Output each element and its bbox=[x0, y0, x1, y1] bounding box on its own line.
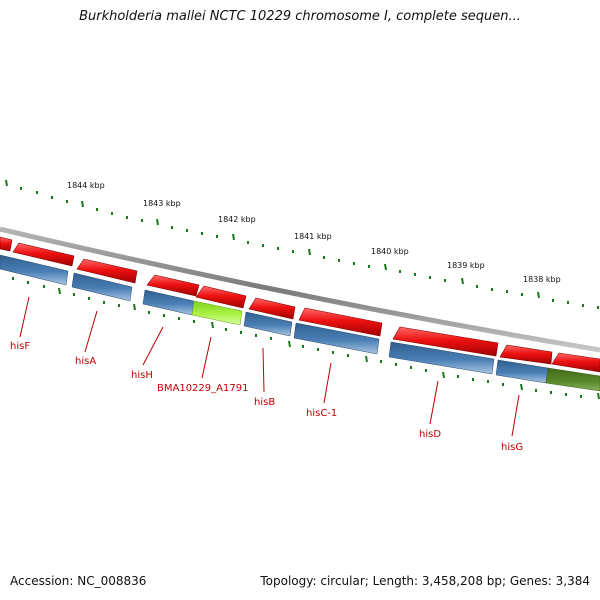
forward-gene-arrow[interactable] bbox=[195, 285, 247, 309]
gene-label-hisH[interactable]: hisH bbox=[131, 370, 153, 381]
forward-gene-arrow[interactable] bbox=[551, 352, 600, 373]
forward-gene-arrow[interactable] bbox=[76, 258, 138, 284]
cds-bar[interactable] bbox=[243, 311, 293, 337]
cds-bar-dark[interactable] bbox=[545, 367, 600, 392]
major-tick bbox=[288, 340, 291, 348]
major-tick bbox=[211, 321, 214, 329]
gene-label-hisD[interactable]: hisD bbox=[419, 429, 441, 440]
scale-label: 1840 kbp bbox=[371, 247, 409, 256]
gene-label-BMA10229-A1791[interactable]: BMA10229_A1791 bbox=[157, 383, 248, 394]
inner-ticks bbox=[12, 277, 600, 400]
gene-label-hisB[interactable]: hisB bbox=[254, 397, 275, 408]
forward-gene-arrow[interactable] bbox=[12, 242, 75, 267]
scale-label: 1842 kbp bbox=[218, 215, 256, 224]
cds-bar[interactable] bbox=[71, 272, 133, 302]
major-tick bbox=[133, 303, 136, 311]
gene-label-hisG[interactable]: hisG bbox=[501, 442, 523, 453]
accession-label: Accession: NC_008836 bbox=[10, 574, 147, 588]
topology-summary: Topology: circular; Length: 3,458,208 bp… bbox=[260, 574, 590, 588]
gene-label-hisA[interactable]: hisA bbox=[75, 356, 96, 367]
major-tick bbox=[81, 200, 84, 208]
forward-gene-track bbox=[0, 236, 600, 373]
major-tick bbox=[156, 218, 159, 226]
major-tick bbox=[537, 291, 540, 299]
scale-label: 1841 kbp bbox=[294, 232, 332, 241]
scale-label: 1843 kbp bbox=[143, 199, 181, 208]
scale-label: 1844 kbp bbox=[67, 181, 105, 190]
gene-label-hisC-1[interactable]: hisC-1 bbox=[306, 408, 337, 419]
forward-gene-arrow[interactable] bbox=[0, 236, 13, 252]
cds-bar-highlight[interactable] bbox=[191, 300, 243, 326]
major-tick bbox=[365, 355, 368, 363]
gene-label-hisF[interactable]: hisF bbox=[10, 341, 30, 352]
outer-ticks bbox=[5, 179, 599, 309]
major-tick bbox=[58, 287, 61, 295]
major-tick bbox=[232, 233, 235, 241]
cds-bar[interactable] bbox=[0, 254, 69, 286]
major-tick bbox=[597, 392, 600, 400]
scale-label: 1838 kbp bbox=[523, 275, 561, 284]
major-tick bbox=[461, 277, 464, 285]
cds-track bbox=[0, 254, 600, 392]
major-tick bbox=[520, 383, 523, 391]
forward-gene-arrow[interactable] bbox=[146, 274, 200, 297]
gene-label-leaders bbox=[19, 296, 520, 437]
scale-label: 1839 kbp bbox=[447, 261, 485, 270]
forward-gene-arrow[interactable] bbox=[248, 297, 296, 320]
cds-bar[interactable] bbox=[495, 359, 549, 384]
major-tick bbox=[384, 263, 387, 271]
cds-bar[interactable] bbox=[293, 322, 380, 355]
major-tick bbox=[308, 248, 311, 256]
chromosome-backbone bbox=[0, 226, 600, 353]
map-title: Burkholderia mallei NCTC 10229 chromosom… bbox=[79, 9, 521, 24]
forward-gene-arrow[interactable] bbox=[392, 326, 499, 357]
major-tick bbox=[442, 371, 445, 379]
major-tick bbox=[5, 179, 8, 187]
cds-bar[interactable] bbox=[388, 341, 495, 375]
forward-gene-arrow[interactable] bbox=[499, 344, 553, 365]
forward-gene-arrow[interactable] bbox=[298, 307, 383, 337]
